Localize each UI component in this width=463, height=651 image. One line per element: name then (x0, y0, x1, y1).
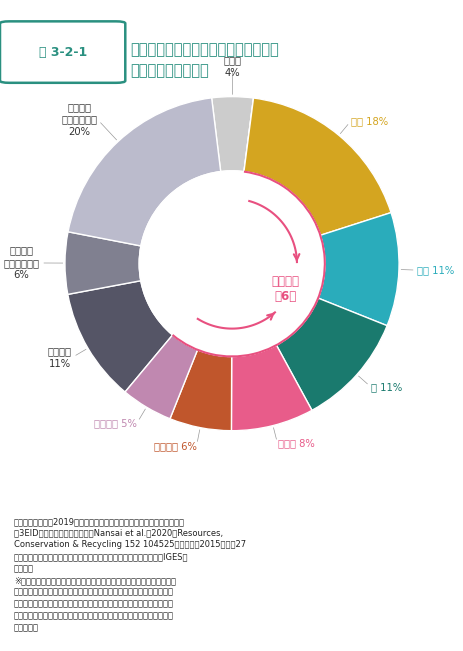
Text: 消費財 8%: 消費財 8% (277, 439, 313, 449)
Text: サービス 5%: サービス 5% (94, 418, 137, 428)
Wedge shape (65, 232, 141, 294)
Wedge shape (169, 350, 231, 431)
Text: 家計消費
約6割: 家計消費 約6割 (271, 275, 299, 303)
Text: 食 11%: 食 11% (370, 382, 401, 392)
Wedge shape (169, 350, 231, 431)
Wedge shape (244, 98, 390, 235)
Wedge shape (125, 335, 197, 419)
Text: 消費ベースでの日本のライフサイクル
温室効果ガス排出量: 消費ベースでの日本のライフサイクル 温室効果ガス排出量 (130, 42, 278, 78)
Wedge shape (318, 213, 398, 326)
Text: 移動 11%: 移動 11% (417, 265, 454, 275)
Wedge shape (125, 98, 398, 431)
Wedge shape (125, 335, 197, 419)
Wedge shape (211, 96, 253, 172)
Wedge shape (68, 98, 220, 246)
Wedge shape (231, 345, 311, 431)
FancyBboxPatch shape (0, 21, 125, 83)
Wedge shape (276, 298, 386, 410)
Text: 資料：南斉規介（2019）産業連関表による環境負荷原単位データブック
（3EID）（国立環境研究所）、Nansai et al.（2020）Resources,: 資料：南斉規介（2019）産業連関表による環境負荷原単位データブック （3EID… (14, 517, 245, 632)
Text: レジャー 6%: レジャー 6% (153, 441, 196, 451)
Text: 政府消費
11%: 政府消費 11% (48, 346, 72, 368)
Text: 住居 18%: 住居 18% (350, 116, 387, 126)
Text: 図 3-2-1: 図 3-2-1 (38, 46, 87, 59)
Wedge shape (68, 281, 172, 392)
Text: 固定資本
形成（民間）
20%: 固定資本 形成（民間） 20% (62, 102, 97, 137)
Text: その他
4%: その他 4% (223, 55, 241, 77)
Wedge shape (318, 213, 398, 326)
Wedge shape (244, 98, 390, 235)
Wedge shape (276, 298, 386, 410)
Wedge shape (231, 345, 311, 431)
Text: 固定資本
形成（公的）
6%: 固定資本 形成（公的） 6% (3, 245, 39, 281)
Circle shape (139, 171, 324, 357)
